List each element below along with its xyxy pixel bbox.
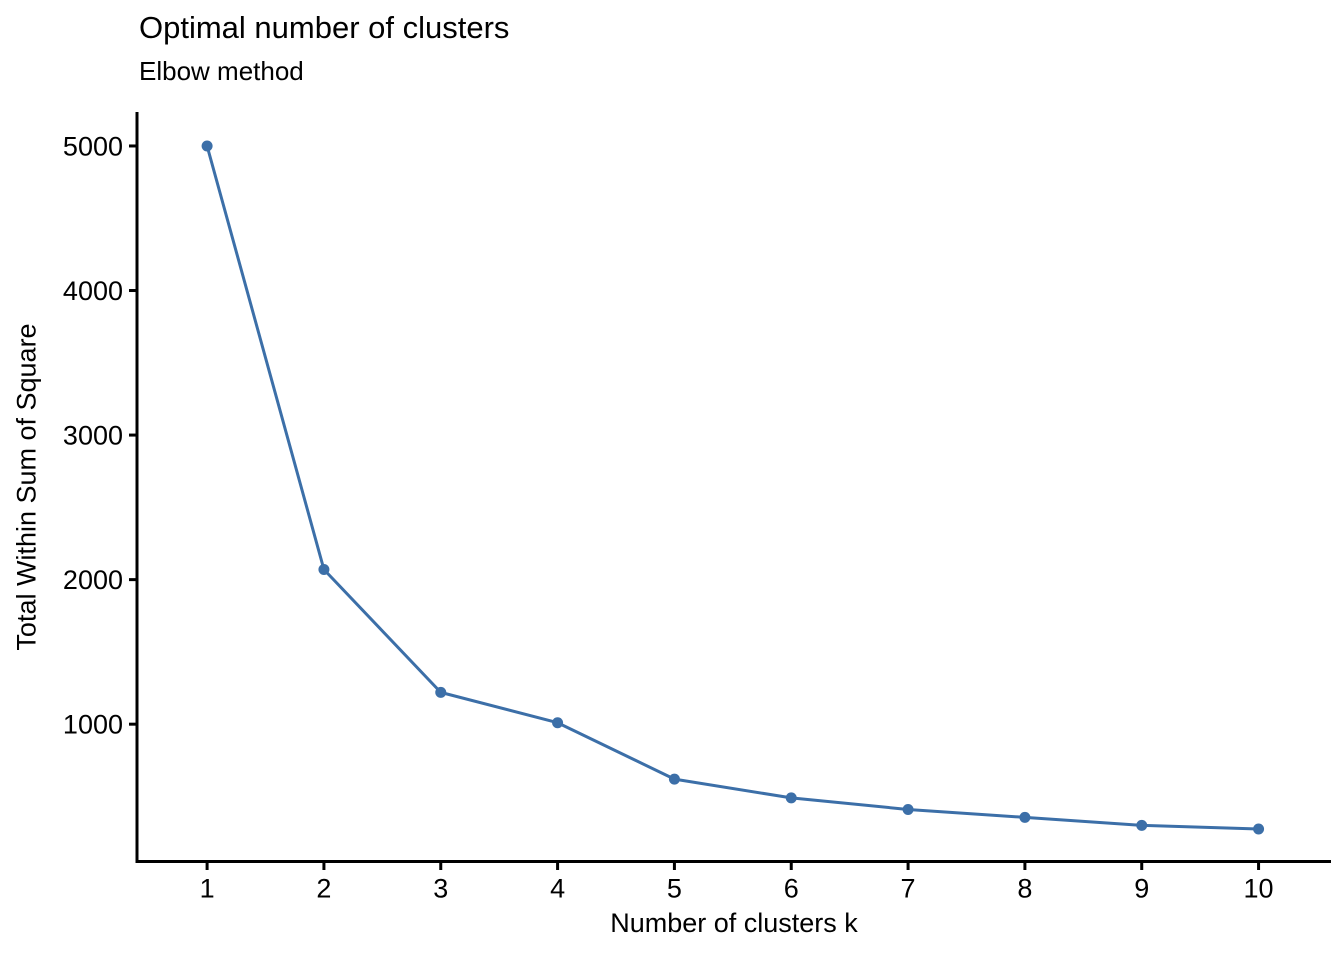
x-tick-label: 3 — [433, 874, 448, 904]
y-tick-label: 5000 — [63, 131, 123, 161]
data-point — [435, 686, 447, 698]
data-point — [1136, 819, 1148, 831]
x-tick-label: 4 — [550, 874, 565, 904]
data-point — [668, 773, 680, 785]
y-tick-label: 3000 — [63, 421, 123, 451]
y-tick-label: 1000 — [63, 710, 123, 740]
data-point — [552, 717, 564, 729]
x-tick-label: 2 — [316, 874, 331, 904]
x-tick-label: 10 — [1244, 874, 1274, 904]
x-tick-label: 7 — [901, 874, 916, 904]
x-tick-label: 1 — [200, 874, 215, 904]
data-point — [902, 803, 914, 815]
y-tick-label: 2000 — [63, 565, 123, 595]
x-tick-label: 5 — [667, 874, 682, 904]
data-point — [201, 140, 213, 152]
data-point — [1253, 823, 1265, 835]
y-tick-label: 4000 — [63, 276, 123, 306]
chart-title: Optimal number of clusters — [139, 10, 510, 45]
chart-subtitle: Elbow method — [139, 56, 304, 86]
y-axis-title: Total Within Sum of Square — [11, 323, 42, 651]
series-line — [205, 144, 1261, 831]
data-point — [1019, 811, 1031, 823]
data-point — [785, 792, 797, 804]
data-point — [318, 564, 330, 576]
x-tick-label: 9 — [1134, 874, 1149, 904]
x-tick-label: 8 — [1017, 874, 1032, 904]
x-tick-label: 6 — [784, 874, 799, 904]
x-axis-title: Number of clusters k — [610, 908, 858, 938]
